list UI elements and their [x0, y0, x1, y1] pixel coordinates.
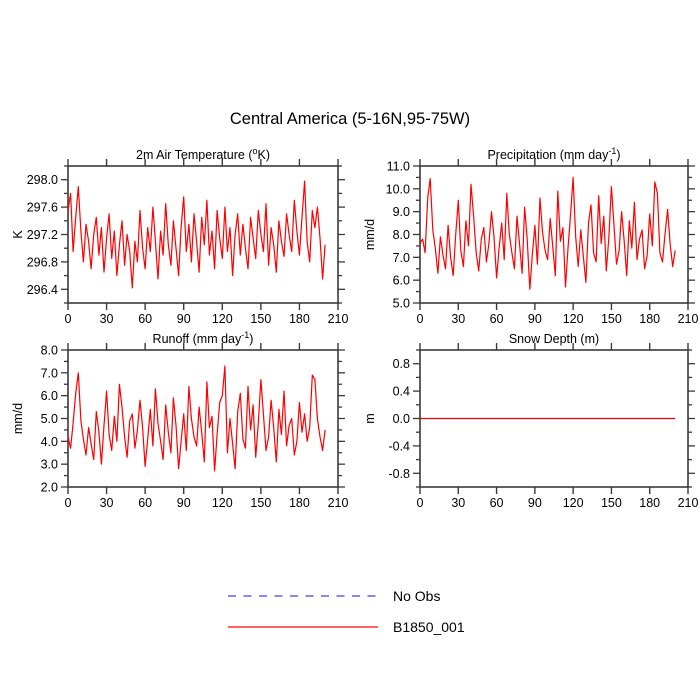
- y-tick-label: -0.8: [388, 467, 410, 481]
- x-tick-label: 30: [100, 312, 114, 326]
- y-tick-label: 6.0: [41, 389, 58, 403]
- x-tick-label: 90: [528, 312, 542, 326]
- y-tick-label: 3.0: [41, 458, 58, 472]
- x-tick-label: 150: [250, 312, 271, 326]
- y-tick-label: 296.8: [27, 255, 58, 269]
- x-tick-label: 30: [100, 496, 114, 510]
- x-tick-label: 210: [678, 496, 699, 510]
- x-tick-label: 150: [601, 496, 622, 510]
- x-tick-label: 30: [451, 312, 465, 326]
- panel-title-text: ): [249, 332, 253, 346]
- panel-title: Precipitation (mm day-1): [487, 146, 620, 162]
- panel-2m-air-temperature: 0 30 60 90 120 150 180 210 296.4 296.8 297.2 297.6 2…: [11, 146, 348, 326]
- x-tick-label: 210: [678, 312, 699, 326]
- panel-title-text: K): [258, 148, 271, 162]
- y-tick-label: -0.4: [388, 439, 410, 453]
- y-tick-label: 0.0: [393, 412, 410, 426]
- y-tick-label: 7.0: [393, 251, 410, 265]
- x-tick-label: 60: [490, 496, 504, 510]
- panel-title: 2m Air Temperature (oK): [136, 146, 270, 162]
- y-tick-label: 0.8: [393, 357, 410, 371]
- x-tick-label: 180: [289, 312, 310, 326]
- y-axis-label: mm/d: [363, 219, 377, 250]
- x-tick-label: 90: [528, 496, 542, 510]
- x-tick-label: 90: [177, 312, 191, 326]
- x-tick-label: 180: [639, 496, 660, 510]
- panel-title-text: ): [616, 148, 620, 162]
- legend: No Obs B1850_001: [228, 588, 465, 635]
- x-tick-label: 0: [65, 312, 72, 326]
- y-tick-label: 298.0: [27, 173, 58, 187]
- x-tick-label: 30: [451, 496, 465, 510]
- panel-title-text: Precipitation (mm day: [487, 148, 609, 162]
- y-tick-label: 297.6: [27, 201, 58, 215]
- y-tick-label: 9.0: [393, 205, 410, 219]
- x-tick-label: 90: [177, 496, 191, 510]
- y-tick-label: 297.2: [27, 228, 58, 242]
- y-tick-label: 5.0: [393, 297, 410, 311]
- panel-snow-depth: 0 30 60 90 120 150 180 210 -0.8 -0.4 0.0 0.4 0.8 Snow…: [363, 332, 698, 510]
- y-tick-label: 10.0: [386, 182, 410, 196]
- legend-label: No Obs: [393, 588, 440, 604]
- panel-title: Snow Depth (m): [509, 332, 599, 346]
- x-tick-label: 120: [563, 496, 584, 510]
- legend-item: B1850_001: [228, 619, 465, 635]
- x-tick-label: 120: [212, 496, 233, 510]
- panel-runoff: 0 30 60 90 120 150 180 210 2.0 3.0 4.0 5.0 6.0 7.0 8.0…: [11, 330, 348, 510]
- series-B1850_001: [419, 176, 676, 290]
- panel-title-superscript: -1: [241, 330, 249, 340]
- y-tick-label: 4.0: [41, 435, 58, 449]
- y-tick-label: 5.0: [41, 412, 58, 426]
- x-tick-label: 0: [417, 496, 424, 510]
- y-tick-label: 8.0: [393, 228, 410, 242]
- y-tick-label: 296.4: [27, 283, 58, 297]
- y-tick-label: 0.4: [393, 385, 410, 399]
- series-B1850_001: [67, 365, 326, 472]
- legend-item: No Obs: [228, 588, 440, 604]
- panel-title-superscript: -1: [608, 146, 616, 156]
- y-tick-label: 6.0: [393, 274, 410, 288]
- panel-title-text: Snow Depth (m): [509, 332, 599, 346]
- x-tick-label: 120: [563, 312, 584, 326]
- panel-title-text: 2m Air Temperature (: [136, 148, 253, 162]
- y-tick-label: 2.0: [41, 481, 58, 495]
- panel-title-text: Runoff (mm day: [153, 332, 242, 346]
- y-axis-label: mm/d: [11, 403, 25, 434]
- legend-label: B1850_001: [393, 619, 465, 635]
- panel-title-superscript: o: [252, 146, 257, 156]
- y-axis-label: m: [363, 413, 377, 423]
- y-tick-label: 8.0: [41, 344, 58, 358]
- x-tick-label: 0: [417, 312, 424, 326]
- panel-title: Runoff (mm day-1): [153, 330, 254, 346]
- x-tick-label: 0: [65, 496, 72, 510]
- x-tick-label: 210: [328, 312, 349, 326]
- x-tick-label: 150: [601, 312, 622, 326]
- x-tick-label: 60: [490, 312, 504, 326]
- y-axis-label: K: [11, 230, 25, 239]
- x-tick-label: 120: [212, 312, 233, 326]
- panel-precipitation: 0 30 60 90 120 150 180 210 5.0 6.0 7.0 8.0 9.0 10.0 11…: [363, 146, 698, 326]
- x-tick-label: 180: [639, 312, 660, 326]
- x-tick-label: 150: [250, 496, 271, 510]
- x-tick-label: 210: [328, 496, 349, 510]
- x-tick-label: 60: [138, 496, 152, 510]
- series-B1850_001: [67, 180, 326, 289]
- y-tick-label: 11.0: [387, 160, 410, 174]
- page-title: Central America (5-16N,95-75W): [229, 110, 471, 128]
- x-tick-label: 60: [138, 312, 152, 326]
- x-tick-label: 180: [289, 496, 310, 510]
- y-tick-label: 7.0: [41, 366, 58, 380]
